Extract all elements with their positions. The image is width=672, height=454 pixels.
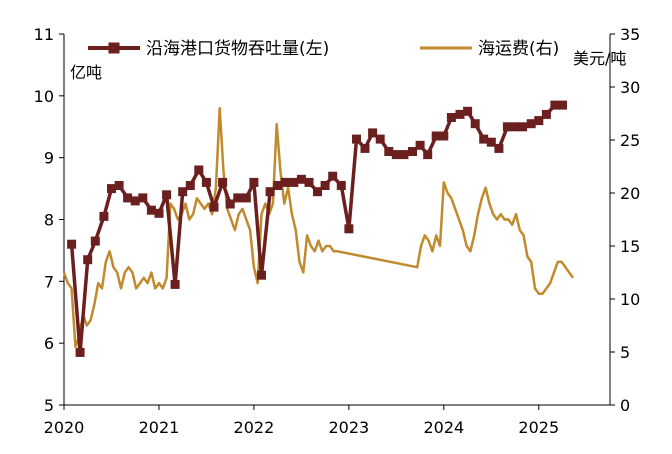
left-tick-label: 10 — [34, 87, 54, 106]
x-axis-ticks: 2020 2021 2022 2023 2024 2025 — [44, 405, 559, 437]
right-axis-unit: 美元/吨 — [573, 49, 626, 68]
throughput-point — [446, 113, 456, 122]
throughput-point — [541, 109, 551, 119]
throughput-point — [510, 122, 520, 132]
throughput-point — [336, 181, 346, 190]
throughput-point — [225, 199, 235, 209]
x-tick-label: 2024 — [423, 418, 464, 437]
left-axis-ticks: 5 6 7 8 9 10 11 — [34, 25, 64, 415]
x-tick-label: 2022 — [234, 418, 275, 437]
throughput-point — [534, 116, 544, 126]
throughput-point — [218, 177, 228, 187]
x-tick-label: 2023 — [329, 418, 370, 437]
throughput-point — [423, 150, 433, 160]
throughput-point — [463, 106, 473, 116]
throughput-point — [558, 100, 567, 110]
right-tick-label: 5 — [620, 343, 630, 362]
throughput-point — [138, 193, 148, 203]
left-tick-label: 8 — [44, 211, 54, 230]
throughput-point — [408, 147, 417, 156]
throughput-point — [399, 150, 409, 160]
throughput-point — [146, 205, 156, 215]
x-tick-label: 2021 — [139, 418, 180, 437]
left-tick-label: 11 — [34, 25, 54, 44]
right-tick-label: 10 — [620, 290, 640, 309]
right-tick-label: 35 — [620, 25, 640, 44]
throughput-point — [296, 174, 306, 184]
series-layer — [62, 100, 575, 357]
right-tick-label: 20 — [620, 184, 640, 203]
left-axis-unit: 亿吨 — [70, 63, 102, 82]
throughput-point — [391, 150, 401, 160]
throughput-point — [99, 211, 109, 221]
legend-freight-label: 海运费(右) — [478, 39, 559, 59]
right-tick-label: 30 — [620, 78, 640, 97]
legend-item-throughput: 沿海港口货物吞吐量(左) — [88, 39, 329, 59]
throughput-point — [241, 193, 251, 203]
throughput-point — [90, 236, 100, 246]
legend-throughput-marker — [108, 42, 120, 54]
throughput-point — [494, 143, 504, 153]
throughput-point — [502, 122, 512, 132]
throughput-point — [233, 193, 243, 203]
right-tick-label: 15 — [620, 237, 640, 256]
throughput-point — [360, 143, 370, 153]
throughput-point — [170, 279, 180, 289]
throughput-point — [415, 140, 425, 150]
throughput-point — [280, 177, 290, 187]
throughput-point — [304, 177, 314, 187]
throughput-point — [67, 239, 77, 249]
left-tick-label: 7 — [44, 272, 54, 291]
left-tick-label: 9 — [44, 149, 54, 168]
throughput-point — [289, 177, 299, 187]
throughput-point — [455, 109, 465, 119]
throughput-point — [439, 131, 449, 141]
throughput-point — [75, 347, 85, 357]
freight-series-line — [62, 106, 575, 348]
throughput-point — [185, 181, 195, 190]
x-tick-label: 2025 — [518, 418, 559, 437]
legend: 沿海港口货物吞吐量(左) 海运费(右) — [88, 39, 559, 59]
throughput-point — [313, 187, 322, 197]
throughput-point — [83, 255, 93, 265]
throughput-point — [257, 270, 266, 280]
x-tick-label: 2020 — [44, 418, 85, 437]
throughput-point — [470, 119, 480, 129]
throughput-point — [194, 165, 204, 175]
throughput-point — [384, 147, 394, 156]
throughput-point — [154, 208, 164, 218]
throughput-point — [526, 119, 536, 129]
throughput-point — [518, 122, 528, 132]
throughput-point — [201, 177, 211, 187]
throughput-point — [344, 224, 354, 234]
throughput-point — [178, 187, 188, 197]
throughput-point — [375, 134, 385, 144]
legend-item-freight: 海运费(右) — [420, 39, 559, 59]
throughput-point — [320, 181, 330, 190]
throughput-point — [114, 181, 124, 190]
legend-throughput-label: 沿海港口货物吞吐量(左) — [146, 39, 329, 59]
throughput-point — [431, 131, 441, 141]
left-tick-label: 6 — [44, 334, 54, 353]
throughput-point — [130, 196, 140, 206]
throughput-point — [107, 184, 116, 194]
throughput-point — [265, 187, 275, 197]
throughput-point — [123, 193, 133, 203]
throughput-point — [550, 100, 560, 110]
throughput-point — [486, 137, 496, 147]
throughput-point — [479, 134, 489, 144]
right-tick-label: 25 — [620, 131, 640, 150]
throughput-point — [352, 134, 361, 144]
left-tick-label: 5 — [44, 396, 54, 415]
throughput-point — [273, 181, 283, 190]
right-axis-ticks: 0 5 10 15 20 25 30 35 — [610, 25, 640, 415]
throughput-point — [162, 190, 172, 200]
throughput-point — [249, 177, 259, 187]
throughput-point — [368, 128, 378, 138]
right-tick-label: 0 — [620, 396, 630, 415]
throughput-point — [209, 202, 219, 212]
throughput-point — [328, 171, 338, 181]
